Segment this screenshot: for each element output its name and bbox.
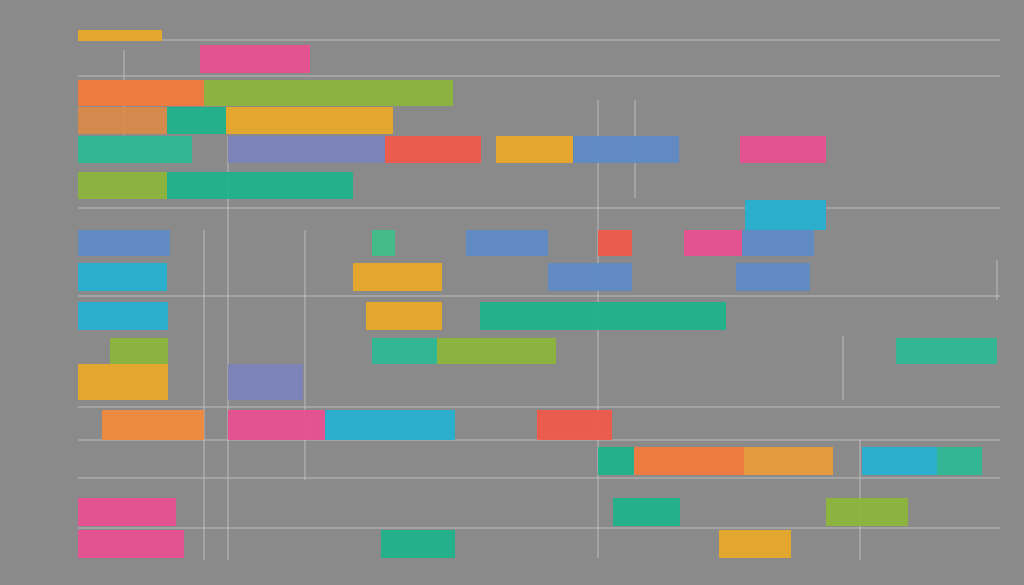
gantt-bar bbox=[200, 45, 310, 73]
gantt-bar bbox=[78, 172, 167, 199]
gantt-bar bbox=[862, 447, 937, 475]
gantt-bar bbox=[78, 107, 167, 134]
gantt-bar bbox=[381, 530, 455, 558]
gantt-bar bbox=[745, 200, 826, 230]
gantt-bar bbox=[598, 447, 634, 475]
gantt-bar bbox=[228, 136, 385, 163]
gantt-bar bbox=[204, 80, 453, 106]
gantt-bar bbox=[78, 364, 168, 400]
gantt-bar bbox=[110, 338, 168, 364]
gantt-bar bbox=[719, 530, 791, 558]
gantt-bar bbox=[228, 364, 303, 400]
gantt-bar bbox=[226, 107, 393, 134]
gantt-bar bbox=[78, 80, 204, 106]
gantt-bar bbox=[385, 136, 481, 163]
gantt-bar bbox=[634, 447, 744, 475]
gantt-bar bbox=[78, 263, 167, 291]
gantt-bar bbox=[78, 530, 184, 558]
gantt-bar bbox=[78, 302, 168, 330]
gantt-bar bbox=[437, 338, 556, 364]
gantt-bar bbox=[78, 498, 176, 526]
gantt-bar bbox=[613, 498, 680, 526]
gantt-bar bbox=[325, 410, 455, 440]
gantt-bar bbox=[736, 263, 810, 291]
gantt-bar bbox=[480, 302, 726, 330]
gantt-bar bbox=[167, 172, 353, 199]
gantt-bar bbox=[573, 136, 679, 163]
gantt-bar bbox=[537, 410, 612, 440]
gantt-bar bbox=[598, 230, 632, 256]
gantt-bar bbox=[937, 447, 982, 475]
gantt-bar bbox=[740, 136, 826, 163]
gantt-bar bbox=[896, 338, 997, 364]
gantt-bar bbox=[496, 136, 573, 163]
gantt-bar bbox=[466, 230, 548, 256]
gantt-bar bbox=[744, 447, 833, 475]
gantt-bar bbox=[78, 230, 170, 256]
gantt-bar bbox=[78, 30, 162, 41]
gantt-bar bbox=[167, 107, 226, 134]
gantt-bar bbox=[826, 498, 908, 526]
gantt-bar bbox=[548, 263, 632, 291]
gantt-bar bbox=[742, 230, 814, 256]
gantt-bar bbox=[372, 338, 437, 364]
gantt-bar bbox=[102, 410, 204, 440]
gantt-bar bbox=[366, 302, 442, 330]
gantt-bar bbox=[684, 230, 742, 256]
gantt-bar bbox=[353, 263, 442, 291]
gantt-bar bbox=[372, 230, 395, 256]
gantt-bar bbox=[228, 410, 325, 440]
gantt-bar bbox=[78, 136, 192, 163]
